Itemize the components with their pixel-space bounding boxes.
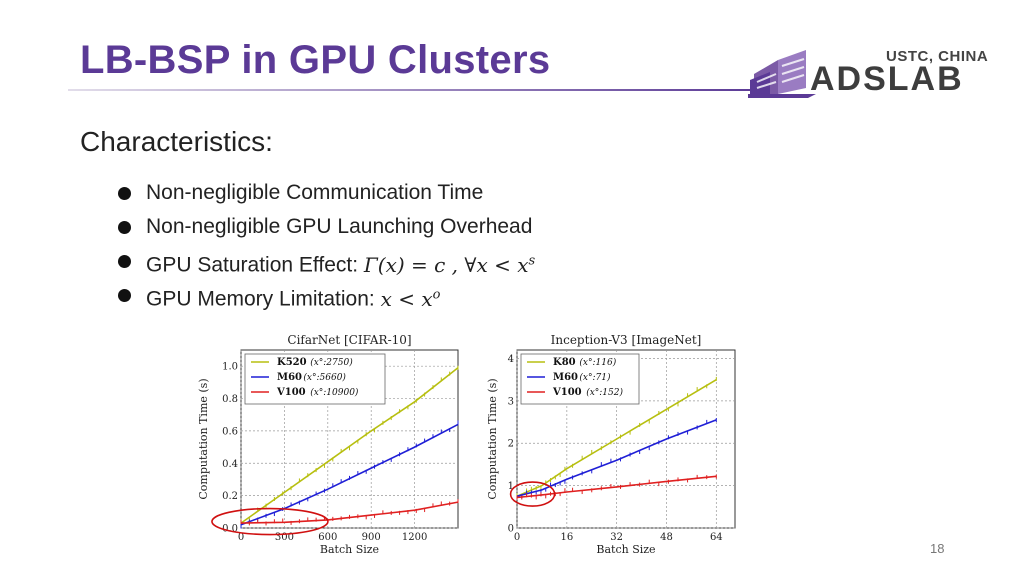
bullet-communication: Non-negligible Communication Time bbox=[118, 178, 535, 212]
bullet-launching-overhead: Non-negligible GPU Launching Overhead bbox=[118, 212, 535, 246]
bullet-text: Non-negligible GPU Launching Overhead bbox=[146, 215, 533, 238]
inception-chart: Inception-V3 [ImageNet] 0 1 2 3 4 0 16 32 48 64 Bat… bbox=[486, 330, 745, 561]
legend-label: M60 bbox=[553, 372, 578, 383]
x-tick-label: 600 bbox=[318, 532, 337, 543]
chart-title: CifarNet [CIFAR-10] bbox=[287, 333, 411, 347]
logo-wordmark: ADSLAB bbox=[810, 60, 964, 98]
y-axis-label: Computation Time (s) bbox=[197, 378, 210, 499]
memory-formula: x < xo bbox=[380, 286, 441, 311]
y-axis-label: Computation Time (s) bbox=[487, 378, 499, 499]
legend-label: K80 bbox=[553, 357, 576, 368]
x-tick-label: 64 bbox=[710, 532, 723, 543]
highlight-ellipse bbox=[211, 507, 329, 536]
x-axis-label: Batch Size bbox=[596, 543, 655, 556]
y-tick-label: 0.4 bbox=[222, 459, 238, 470]
saturation-formula: Γ(x) = c , ∀x < xs bbox=[363, 252, 536, 277]
legend-label: V100 bbox=[276, 387, 306, 398]
x-tick-label: 48 bbox=[660, 532, 673, 543]
y-tick-label: 4 bbox=[508, 354, 514, 365]
title-underline bbox=[68, 89, 758, 91]
y-tick-label: 1.0 bbox=[222, 362, 238, 373]
x-tick-label: 1200 bbox=[402, 532, 427, 543]
legend-note: (x°:2750) bbox=[310, 357, 353, 368]
page-number: 18 bbox=[930, 541, 945, 556]
legend-label: V100 bbox=[552, 387, 582, 398]
slide-title: LB-BSP in GPU Clusters bbox=[80, 38, 551, 82]
legend-note: (x°:5660) bbox=[303, 372, 346, 383]
chart-legend: K80 (x°:116)M60 (x°:71) V100 (x°:152) bbox=[520, 353, 640, 405]
x-tick-label: 16 bbox=[560, 532, 573, 543]
y-tick-label: 1 bbox=[508, 481, 514, 492]
y-tick-label: 2 bbox=[508, 439, 514, 450]
x-tick-label: 0 bbox=[238, 532, 244, 543]
bullet-text: GPU Memory Limitation: bbox=[146, 287, 381, 311]
legend-note: (x°:116) bbox=[579, 357, 616, 368]
x-tick-label: 900 bbox=[362, 532, 381, 543]
x-tick-label: 0 bbox=[514, 532, 520, 543]
characteristics-list: Non-negligible Communication Time Non-ne… bbox=[118, 178, 535, 314]
y-tick-label: 0.2 bbox=[222, 491, 238, 502]
legend-note: (x°:71) bbox=[579, 372, 611, 383]
legend-note: (x°:10900) bbox=[310, 387, 359, 398]
bullet-dot-icon bbox=[118, 289, 131, 302]
y-tick-label: 0.8 bbox=[222, 394, 238, 405]
y-tick-label: 0 bbox=[508, 524, 514, 535]
inception-chart-svg: Inception-V3 [ImageNet] 0 1 2 3 4 0 16 32 48 64 Bat… bbox=[486, 333, 736, 556]
x-axis-label: Batch Size bbox=[320, 543, 379, 556]
legend-note: (x°:152) bbox=[586, 387, 623, 398]
characteristics-heading: Characteristics: bbox=[80, 126, 273, 157]
y-tick-label: 0.0 bbox=[222, 524, 238, 535]
bullet-text: Non-negligible Communication Time bbox=[146, 181, 484, 204]
bullet-text: GPU Saturation Effect: bbox=[146, 253, 364, 277]
y-tick-label: 0.6 bbox=[222, 426, 238, 437]
bullet-dot-icon bbox=[118, 187, 131, 200]
x-tick-label: 300 bbox=[275, 532, 294, 543]
building-logo-icon bbox=[748, 50, 816, 98]
legend-label: K520 bbox=[277, 357, 307, 368]
bullet-memory: GPU Memory Limitation: x < xo bbox=[118, 280, 535, 314]
bullet-dot-icon bbox=[118, 255, 131, 268]
bullet-dot-icon bbox=[118, 221, 131, 234]
chart-legend: K520 (x°:2750) M60 (x°:5660) V100 (x°:10900) bbox=[244, 353, 386, 405]
x-tick-label: 32 bbox=[610, 532, 623, 543]
highlight-ellipse bbox=[509, 481, 556, 507]
bullet-saturation: GPU Saturation Effect: Γ(x) = c , ∀x < x… bbox=[118, 246, 535, 280]
logo-subtitle: USTC, CHINA bbox=[886, 48, 989, 65]
adslab-logo bbox=[748, 44, 1018, 100]
legend-label: M60 bbox=[277, 372, 302, 383]
chart-title: Inception-V3 [ImageNet] bbox=[551, 333, 702, 347]
cifarnet-chart-svg: CifarNet [CIFAR-10] 0.0 0.2 0.4 0.6 0.8 1.0 0 30… bbox=[197, 333, 459, 556]
cifarnet-chart: CifarNet [CIFAR-10] 0.0 0.2 0.4 0.6 0.8 1.0 0 30… bbox=[196, 330, 466, 561]
y-tick-label: 3 bbox=[508, 396, 514, 407]
